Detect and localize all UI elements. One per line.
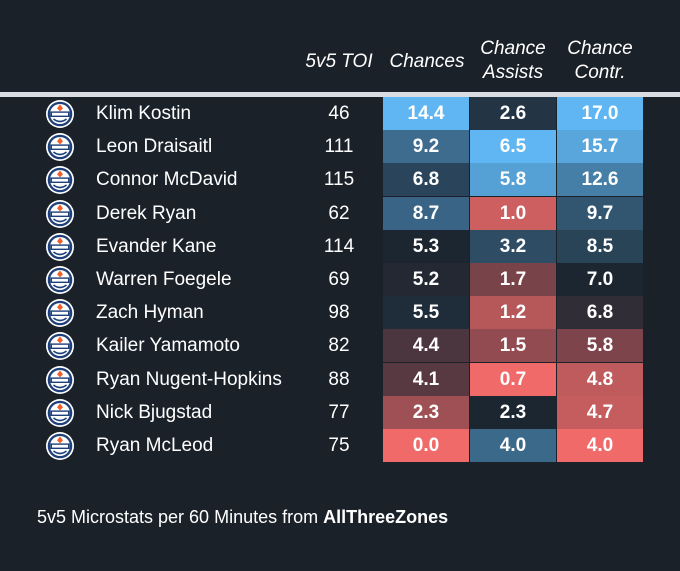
chances-cell: 0.0 xyxy=(383,429,469,462)
oilers-logo-icon xyxy=(45,331,75,361)
chance-contr-cell: 6.8 xyxy=(557,296,643,330)
chance-assists-cell: 0.7 xyxy=(470,362,556,396)
chance-contr-cell: 17.0 xyxy=(557,97,643,130)
table-row: Zach Hyman 98 5.5 1.2 6.8 xyxy=(0,296,680,330)
oilers-logo-icon xyxy=(45,265,75,295)
chance-assists-cell: 1.2 xyxy=(470,296,556,330)
player-name: Klim Kostin xyxy=(96,103,192,124)
oilers-logo-icon xyxy=(45,99,75,129)
chance-contr-cell: 7.0 xyxy=(557,263,643,296)
oilers-logo-icon xyxy=(45,132,75,162)
header-chances-line: Chances xyxy=(389,51,465,72)
toi-value: 115 xyxy=(323,169,355,191)
table-row: Leon Draisaitl 111 9.2 6.5 15.7 xyxy=(0,130,680,164)
player-name: Ryan McLeod xyxy=(96,435,214,456)
toi-value: 82 xyxy=(328,335,350,357)
chance-assists-cell: 5.8 xyxy=(470,163,556,197)
toi-value: 98 xyxy=(328,302,350,324)
player-name: Evander Kane xyxy=(96,235,217,257)
chances-cell: 6.8 xyxy=(383,163,469,197)
table-row: Kailer Yamamoto 82 4.4 1.5 5.8 xyxy=(0,329,680,363)
table-row: Connor McDavid 115 6.8 5.8 12.6 xyxy=(0,163,680,197)
player-name: Leon Draisaitl xyxy=(96,136,213,158)
footer-source: AllThreeZones xyxy=(323,507,449,527)
chance-contr-cell: 4.7 xyxy=(557,395,643,429)
table-row: Ryan Nugent-Hopkins 88 4.1 0.7 4.8 xyxy=(0,362,680,396)
chance-assists-cell: 1.7 xyxy=(470,263,556,296)
oilers-logo-icon xyxy=(45,232,75,262)
table-header: 5v5 TOI Chances Chance Assists Chance Co… xyxy=(0,0,680,96)
toi-value: 69 xyxy=(328,269,350,290)
header-chances: Chances xyxy=(382,50,472,74)
player-name: Warren Foegele xyxy=(96,269,232,290)
chances-cell: 14.4 xyxy=(383,97,469,130)
table-row: Klim Kostin 46 14.4 2.6 17.0 xyxy=(0,97,680,130)
oilers-logo-icon xyxy=(45,298,75,328)
header-chance-assists: Chance Assists xyxy=(470,37,556,85)
chance-contr-cell: 9.7 xyxy=(557,196,643,230)
chances-cell: 2.3 xyxy=(383,395,469,429)
player-name: Connor McDavid xyxy=(96,169,238,191)
toi-value: 77 xyxy=(328,401,350,423)
chance-contr-cell: 4.0 xyxy=(557,429,643,462)
footer-caption: 5v5 Microstats per 60 Minutes from AllTh… xyxy=(37,507,448,528)
oilers-logo-icon xyxy=(45,199,75,229)
chances-cell: 5.5 xyxy=(383,296,469,330)
header-chance-contr-line2: Contr. xyxy=(574,62,626,83)
toi-value: 75 xyxy=(328,435,350,456)
oilers-logo-icon xyxy=(45,165,75,195)
chance-assists-cell: 2.6 xyxy=(470,97,556,130)
toi-value: 62 xyxy=(328,202,350,224)
chance-contr-cell: 15.7 xyxy=(557,130,643,164)
chance-contr-cell: 12.6 xyxy=(557,163,643,197)
oilers-logo-icon xyxy=(45,398,75,428)
table-row: Derek Ryan 62 8.7 1.0 9.7 xyxy=(0,196,680,230)
chances-cell: 8.7 xyxy=(383,196,469,230)
player-name: Nick Bjugstad xyxy=(96,401,213,423)
player-name: Zach Hyman xyxy=(96,302,204,324)
header-chance-assists-line2: Assists xyxy=(482,62,544,83)
header-toi-line: 5v5 TOI xyxy=(305,51,373,72)
header-rule xyxy=(0,92,680,97)
chances-cell: 5.2 xyxy=(383,263,469,296)
chance-assists-cell: 2.3 xyxy=(470,395,556,429)
chances-cell: 9.2 xyxy=(383,130,469,164)
header-toi: 5v5 TOI xyxy=(302,50,376,74)
footer-prefix: 5v5 Microstats per 60 Minutes from xyxy=(37,507,324,527)
player-name: Kailer Yamamoto xyxy=(96,335,240,357)
chances-cell: 4.1 xyxy=(383,362,469,396)
chance-assists-cell: 6.5 xyxy=(470,130,556,164)
chance-contr-cell: 5.8 xyxy=(557,329,643,363)
toi-value: 88 xyxy=(328,368,350,390)
oilers-logo-icon xyxy=(45,431,75,461)
chance-assists-cell: 4.0 xyxy=(470,429,556,462)
chance-assists-cell: 3.2 xyxy=(470,229,556,263)
toi-value: 114 xyxy=(323,235,355,257)
chance-contr-cell: 8.5 xyxy=(557,229,643,263)
chance-assists-cell: 1.0 xyxy=(470,196,556,230)
chances-cell: 5.3 xyxy=(383,229,469,263)
toi-value: 46 xyxy=(328,103,350,124)
chance-assists-cell: 1.5 xyxy=(470,329,556,363)
player-name: Ryan Nugent-Hopkins xyxy=(96,368,282,390)
player-name: Derek Ryan xyxy=(96,202,197,224)
header-chance-contr-line1: Chance xyxy=(567,38,633,59)
table-row: Nick Bjugstad 77 2.3 2.3 4.7 xyxy=(0,395,680,429)
chances-cell: 4.4 xyxy=(383,329,469,363)
toi-value: 111 xyxy=(324,136,354,158)
chance-contr-cell: 4.8 xyxy=(557,362,643,396)
table-row: Ryan McLeod 75 0.0 4.0 4.0 xyxy=(0,429,680,462)
table-row: Warren Foegele 69 5.2 1.7 7.0 xyxy=(0,263,680,296)
table-row: Evander Kane 114 5.3 3.2 8.5 xyxy=(0,229,680,263)
header-chance-contr: Chance Contr. xyxy=(557,37,643,85)
header-chance-assists-line1: Chance xyxy=(480,38,546,59)
oilers-logo-icon xyxy=(45,365,75,395)
